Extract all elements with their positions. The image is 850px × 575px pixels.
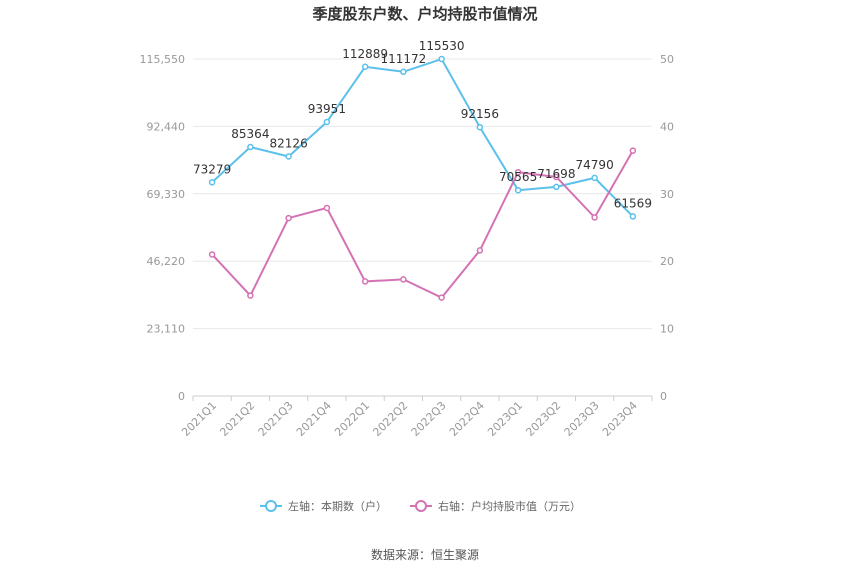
series-point-1 — [247, 143, 254, 151]
chart-title: 季度股东户数、户均持股市值情况 — [312, 5, 537, 23]
series-point-2 — [514, 168, 522, 176]
left-tick-label: 0 — [178, 390, 185, 403]
x-tick-label: 2022Q4 — [447, 399, 487, 439]
series-point-1 — [591, 174, 598, 182]
legend-swatch-marker — [415, 500, 427, 512]
series-point-2 — [247, 292, 254, 299]
x-tick-label: 2021Q3 — [256, 399, 296, 439]
legend-label: 左轴：本期数（户） — [288, 499, 387, 513]
data-label: 111172 — [380, 52, 426, 66]
left-tick-label: 23,110 — [147, 323, 186, 336]
source-note: 数据来源：恒生聚源 — [371, 547, 479, 562]
data-label: 115530 — [419, 39, 465, 53]
series-point-1 — [476, 123, 484, 131]
data-label: 71698 — [537, 167, 575, 181]
right-tick-label: 10 — [660, 323, 674, 336]
series-point-2 — [553, 173, 560, 181]
series-point-1 — [400, 68, 407, 76]
legend-label: 右轴：户均持股市值（万元） — [438, 499, 581, 513]
data-label: 61569 — [614, 196, 652, 210]
right-axis-ticks: 0 10 20 30 40 50 — [660, 53, 674, 403]
series-point-2 — [285, 214, 292, 222]
left-tick-label: 69,330 — [147, 188, 186, 201]
series-line-1 — [211, 57, 634, 218]
series-point-1 — [361, 63, 369, 71]
x-tick-label: 2022Q1 — [332, 399, 372, 439]
x-tick-label: 2022Q3 — [409, 399, 449, 439]
right-tick-label: 50 — [660, 53, 674, 66]
data-label: 74790 — [576, 158, 614, 172]
x-tick-label: 2023Q3 — [562, 399, 602, 439]
series-point-1 — [553, 183, 560, 191]
legend: 左轴：本期数（户） 右轴：户均持股市值（万元） — [260, 499, 581, 513]
data-label: 85364 — [231, 127, 269, 141]
data-label: 70565 — [499, 170, 537, 184]
series-point-1 — [285, 153, 292, 160]
data-label: 93951 — [308, 102, 346, 116]
series-line-2 — [211, 150, 634, 299]
x-tick-label: 2021Q2 — [217, 399, 257, 439]
series-point-2 — [323, 204, 331, 212]
series-point-2 — [438, 294, 445, 301]
data-label: 82126 — [270, 136, 308, 150]
data-label: 73279 — [193, 162, 231, 176]
series-point-2 — [208, 251, 216, 258]
left-axis-ticks: 0 23,110 46,220 69,330 92,440 115,550 — [140, 53, 186, 403]
series-point-2 — [629, 147, 637, 154]
x-tick-label: 2021Q4 — [294, 399, 334, 439]
x-tick-label: 2023Q4 — [600, 399, 640, 439]
series-point-1 — [208, 179, 216, 186]
left-tick-label: 115,550 — [140, 53, 186, 66]
x-tick-label: 2023Q1 — [485, 399, 525, 439]
right-tick-label: 30 — [660, 188, 674, 201]
series-point-2 — [591, 214, 598, 221]
series-point-2 — [400, 276, 407, 283]
x-axis: 2021Q12021Q22021Q32021Q42022Q12022Q22022… — [179, 396, 653, 439]
series-point-1 — [438, 55, 445, 63]
data-label: 92156 — [461, 107, 499, 121]
x-tick-label: 2021Q1 — [179, 399, 219, 439]
legend-swatch-marker — [265, 500, 277, 512]
series-layer — [208, 55, 637, 301]
right-tick-label: 0 — [660, 390, 667, 403]
right-tick-label: 20 — [660, 255, 674, 268]
series-point-1 — [514, 186, 522, 194]
right-tick-label: 40 — [660, 120, 674, 133]
series-point-2 — [361, 278, 369, 285]
series-point-1 — [323, 118, 331, 126]
series-point-2 — [476, 247, 484, 254]
left-tick-label: 46,220 — [147, 255, 186, 268]
x-tick-label: 2023Q2 — [523, 399, 563, 439]
left-tick-label: 92,440 — [147, 120, 186, 133]
data-label: 112889 — [342, 47, 388, 61]
grid-lines — [193, 58, 652, 397]
series-point-1 — [629, 213, 637, 220]
x-tick-label: 2022Q2 — [370, 399, 410, 439]
